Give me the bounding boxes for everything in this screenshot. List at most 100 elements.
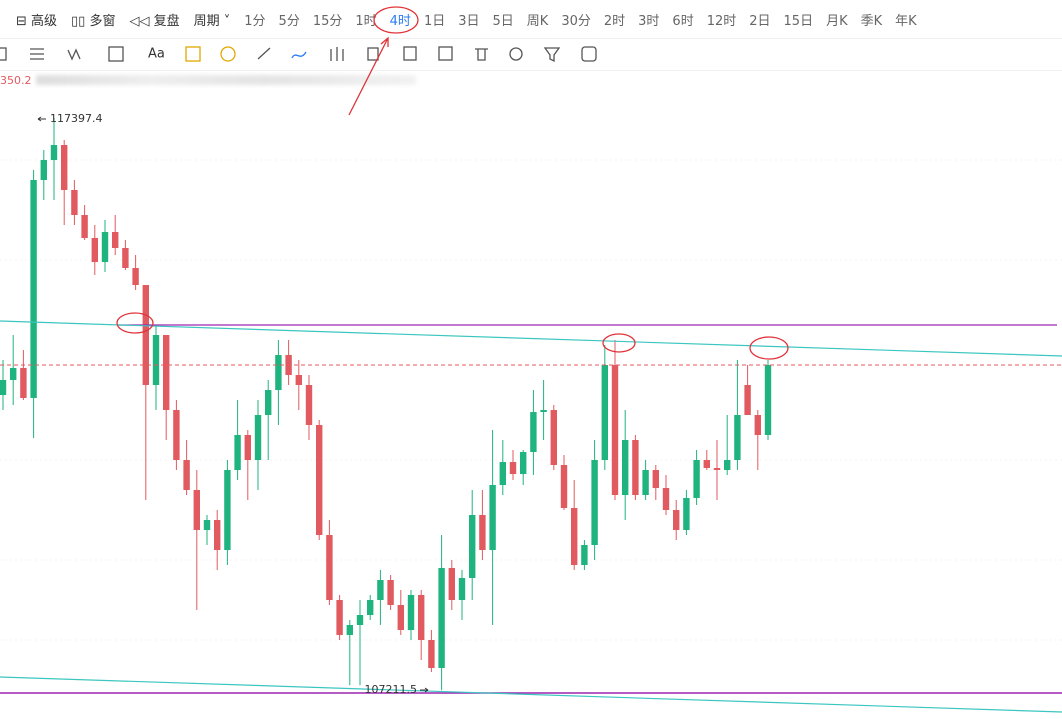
period-button[interactable]: 1日 — [423, 13, 446, 29]
candle-body — [234, 435, 241, 471]
period-button[interactable]: 2日 — [749, 13, 771, 29]
period-button[interactable]: 1时 — [355, 13, 377, 29]
candle-body — [112, 232, 119, 248]
label-arrow — [37, 116, 429, 693]
tool-icon[interactable] — [0, 47, 7, 61]
period-button[interactable]: 4时 — [389, 13, 411, 29]
candle-body — [183, 460, 190, 491]
candle-body — [703, 460, 710, 468]
menu-button[interactable]: ◁◁ 复盘 — [129, 13, 180, 29]
candle-body — [438, 567, 445, 668]
candle-body — [611, 365, 619, 496]
period-button[interactable]: 1分 — [244, 13, 266, 29]
period-button[interactable]: 5日 — [492, 13, 514, 29]
candle-body — [224, 470, 231, 551]
period-button[interactable]: 15日 — [783, 13, 814, 29]
menu-button[interactable]: ⊟ 高级 — [16, 13, 58, 29]
candle-body — [20, 367, 27, 398]
candle-body — [601, 365, 608, 461]
period-button[interactable]: 3日 — [458, 13, 480, 29]
candle-body — [418, 595, 425, 641]
candle-body — [326, 535, 333, 601]
candle-body — [61, 145, 68, 191]
candle-body — [713, 467, 721, 471]
candle-body — [305, 385, 313, 426]
tool-icon[interactable] — [438, 46, 453, 61]
candle-body — [428, 640, 435, 668]
candle-body — [744, 385, 751, 416]
candle-body — [377, 580, 384, 601]
tool-icon[interactable] — [403, 46, 417, 61]
candle-body — [520, 452, 527, 474]
tool-icon[interactable] — [257, 47, 271, 60]
candle-body — [734, 415, 741, 461]
candle-body — [336, 600, 343, 636]
tool-icon[interactable] — [543, 47, 561, 63]
candle-body — [295, 375, 302, 386]
low-label: 107211.5 — [365, 683, 418, 696]
tool-icon[interactable] — [330, 47, 344, 61]
tool-icon[interactable] — [30, 48, 44, 60]
drawing-toolbar: Aa — [0, 38, 1062, 71]
menu-button[interactable]: ▯▯ 多窗 — [71, 13, 116, 29]
period-button[interactable]: 周K — [526, 13, 549, 29]
candle-body — [0, 380, 7, 396]
candle-body — [448, 567, 455, 601]
tool-icon[interactable] — [509, 47, 523, 61]
candle-body — [479, 515, 486, 551]
tool-icon[interactable] — [367, 47, 379, 61]
period-button[interactable]: 2时 — [603, 13, 626, 29]
blurred-status — [36, 75, 416, 85]
trend-line — [0, 676, 1062, 713]
period-button[interactable]: 季K — [860, 13, 883, 29]
period-button[interactable]: 5分 — [278, 13, 300, 29]
candle-body — [71, 190, 78, 216]
tool-icon[interactable] — [108, 46, 124, 62]
highlight-circle — [602, 333, 636, 353]
tool-icon[interactable] — [291, 51, 307, 59]
high-label: 117397.4 — [50, 112, 103, 125]
text-tool[interactable]: Aa — [148, 47, 165, 62]
menu-button[interactable]: 周期 ˅ — [193, 13, 231, 29]
tool-icon[interactable] — [220, 46, 236, 62]
candle-body — [367, 600, 374, 616]
candle-body — [244, 435, 251, 461]
candle-body — [560, 465, 568, 508]
period-button[interactable]: 月K — [826, 13, 848, 29]
candle-body — [530, 412, 537, 453]
period-button[interactable]: 15分 — [312, 13, 343, 29]
candle-body — [458, 577, 466, 601]
candle-body — [642, 470, 649, 496]
candle-body — [132, 267, 139, 286]
candle-body — [387, 580, 394, 606]
period-button[interactable]: 6时 — [672, 13, 694, 29]
candle-body — [673, 510, 680, 531]
tool-icon[interactable] — [581, 46, 597, 62]
candle-body — [489, 485, 496, 551]
candle-body — [173, 410, 180, 461]
candle-body — [591, 460, 598, 546]
period-button[interactable]: 年K — [895, 13, 917, 29]
candle-body — [101, 232, 109, 263]
candle-body — [152, 335, 160, 386]
candle-body — [275, 355, 282, 391]
tool-icon[interactable] — [185, 46, 201, 62]
highlight-circle — [373, 6, 419, 34]
candle-body — [662, 487, 670, 511]
tool-icon[interactable] — [67, 48, 81, 61]
period-button[interactable]: 12时 — [706, 13, 737, 29]
period-toolbar: ⊟ 高级 ▯▯ 多窗 ◁◁ 复盘 周期 ˅ 1分 5分 15分 1时 4时 1日 3日 5日 周K 30分… — [0, 0, 1062, 39]
candle-body — [581, 545, 588, 566]
period-button[interactable]: 30分 — [561, 13, 591, 29]
candle-body — [683, 497, 690, 531]
candle-body — [81, 215, 88, 238]
candle-body — [193, 490, 200, 531]
period-button[interactable]: 3时 — [638, 13, 660, 29]
candle-body — [142, 285, 149, 386]
candle-body — [407, 595, 415, 631]
tool-icon[interactable] — [475, 48, 488, 61]
candle-body — [50, 145, 58, 161]
status-value: 350.2 — [0, 74, 32, 87]
